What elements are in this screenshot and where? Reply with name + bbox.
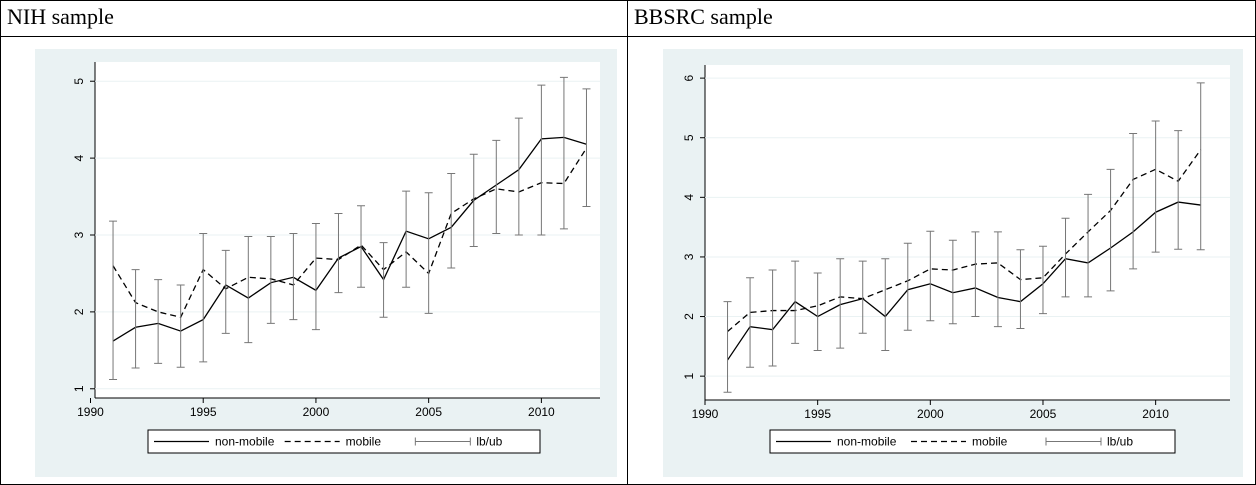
error-bar <box>903 242 912 331</box>
error-bar <box>1151 120 1160 253</box>
error-bar <box>244 236 253 344</box>
error-bar <box>289 232 298 321</box>
legend-label: mobile <box>972 435 1008 449</box>
error-bar <box>1129 133 1138 270</box>
series-line <box>727 149 1202 332</box>
error-bar <box>537 84 546 236</box>
y-tick-label: 1 <box>682 373 696 380</box>
chart: 1 2 3 4 5 1990 1995 2000 2005 2010 non-mobile mobil… <box>35 49 617 477</box>
series-line <box>112 147 588 319</box>
error-bar <box>948 239 957 325</box>
error-bar <box>1016 249 1025 329</box>
x-tick-label: 1995 <box>190 405 217 419</box>
error-bar <box>836 258 845 349</box>
error-bar <box>469 153 478 248</box>
plot-area <box>95 62 600 398</box>
chart: 1 2 3 4 5 6 1990 1995 2000 2005 2010 non-mobile mobi… <box>663 49 1243 477</box>
error-bar <box>582 88 591 208</box>
error-bar <box>379 242 388 318</box>
error-bar <box>858 260 867 334</box>
error-bar <box>1038 245 1047 315</box>
y-tick-label: 2 <box>682 313 696 320</box>
x-tick-label: 2010 <box>528 405 555 419</box>
error-bar <box>993 231 1002 328</box>
series-line <box>726 201 1201 361</box>
error-bar <box>154 279 163 364</box>
error-bar <box>1061 217 1070 298</box>
y-tick-label: 1 <box>72 385 86 392</box>
legend-key <box>414 437 471 446</box>
x-tick-label: 2005 <box>415 405 442 419</box>
legend-label: lb/ub <box>1107 435 1133 449</box>
error-bar <box>311 222 320 331</box>
error-bar <box>334 212 343 294</box>
legend-label: mobile <box>346 435 382 449</box>
legend <box>769 429 1176 454</box>
x-tick-label: 1995 <box>804 407 831 421</box>
error-bar <box>109 220 118 381</box>
error-bar <box>1106 168 1115 292</box>
y-tick-label: 3 <box>682 253 696 260</box>
error-bar <box>424 192 433 314</box>
error-bar <box>791 260 800 344</box>
error-bar <box>514 117 523 236</box>
x-tick-label: 1990 <box>77 405 104 419</box>
error-bar <box>492 139 501 234</box>
error-bar <box>176 284 185 368</box>
y-tick-label: 5 <box>682 134 696 141</box>
legend-key <box>1045 437 1102 446</box>
y-tick-label: 6 <box>682 74 696 81</box>
error-bar <box>768 269 777 367</box>
y-tick-label: 4 <box>72 154 86 161</box>
error-bar <box>357 205 366 288</box>
legend-label: non-mobile <box>215 435 275 449</box>
error-bar <box>1196 82 1205 251</box>
error-bar <box>746 277 755 368</box>
y-tick-label: 3 <box>72 231 86 238</box>
error-bar <box>199 232 208 363</box>
header-cell: NIH sample <box>0 0 628 37</box>
legend <box>147 429 541 454</box>
y-tick-label: 4 <box>682 194 696 201</box>
x-tick-label: 2005 <box>1030 407 1057 421</box>
error-bar <box>1174 130 1183 250</box>
legend-label: non-mobile <box>837 435 897 449</box>
error-bar <box>131 269 140 369</box>
y-tick-label: 5 <box>72 78 86 85</box>
x-tick-label: 1990 <box>692 407 719 421</box>
error-bar <box>402 190 411 288</box>
error-bar <box>266 236 275 324</box>
plot-area <box>705 65 1230 400</box>
error-bar <box>221 249 230 334</box>
header-cell: BBSRC sample <box>627 0 1256 37</box>
x-tick-label: 2000 <box>303 405 330 419</box>
error-bar <box>723 301 732 393</box>
error-bar <box>1084 193 1093 298</box>
error-bar <box>447 172 456 269</box>
error-bar <box>813 272 822 352</box>
x-tick-label: 2010 <box>1142 407 1169 421</box>
error-bar <box>926 230 935 322</box>
legend-label: lb/ub <box>476 435 502 449</box>
x-tick-label: 2000 <box>917 407 944 421</box>
error-bar <box>971 231 980 318</box>
y-tick-label: 2 <box>72 308 86 315</box>
error-bar <box>881 258 890 352</box>
error-bar <box>559 76 568 230</box>
